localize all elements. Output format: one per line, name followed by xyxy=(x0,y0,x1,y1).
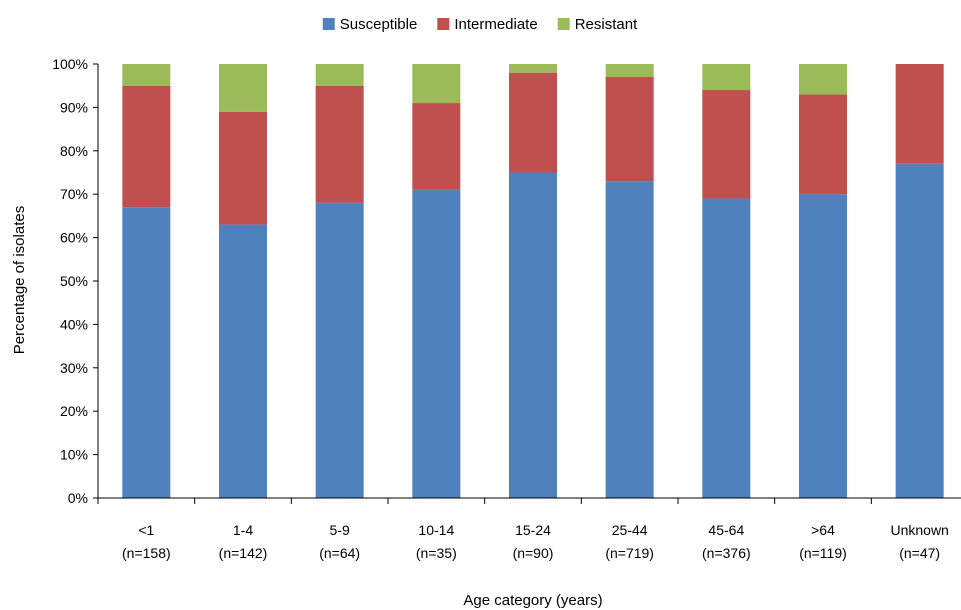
x-tick-label: 1-4 xyxy=(233,522,253,538)
bar-resistant-25-44 xyxy=(605,64,654,78)
x-tick-label: Unknown xyxy=(890,522,948,538)
x-tick-label: 45-64 xyxy=(708,522,744,538)
y-tick-label: 40% xyxy=(60,316,88,332)
bar-resistant-64 xyxy=(799,64,847,95)
legend-swatch xyxy=(557,18,570,30)
legend-item-susceptible: Susceptible xyxy=(322,16,418,33)
legend: Susceptible Intermediate Resistant xyxy=(322,16,638,33)
bar-susceptible-1 xyxy=(122,207,171,498)
y-tick-label: 0% xyxy=(68,490,88,506)
x-tick-label: 25-44 xyxy=(612,522,648,538)
x-tick-label: <1 xyxy=(138,522,154,538)
legend-label: Susceptible xyxy=(340,16,418,33)
legend-label: Resistant xyxy=(575,16,638,33)
y-tick-label: 80% xyxy=(60,143,88,159)
y-tick-label: 30% xyxy=(60,360,88,376)
legend-swatch xyxy=(322,18,335,30)
bar-intermediate-10-14 xyxy=(412,103,461,190)
y-tick-label: 10% xyxy=(60,447,88,463)
x-tick-count-label: (n=142) xyxy=(219,545,268,561)
x-tick-count-label: (n=90) xyxy=(513,545,554,561)
y-tick-label: 70% xyxy=(60,186,88,202)
y-axis-title: Percentage of isolates xyxy=(11,206,28,354)
x-tick-label: >64 xyxy=(811,522,835,538)
bar-susceptible-15-24 xyxy=(509,172,557,498)
bar-intermediate-15-24 xyxy=(509,72,557,173)
bar-intermediate-unknown xyxy=(895,64,944,164)
bar-susceptible-unknown xyxy=(895,163,944,498)
bar-susceptible-1-4 xyxy=(219,224,267,498)
bar-intermediate-25-44 xyxy=(605,77,654,182)
legend-item-intermediate: Intermediate xyxy=(437,16,538,33)
x-tick-label: 5-9 xyxy=(330,522,350,538)
bar-resistant-5-9 xyxy=(315,64,364,86)
bar-intermediate-64 xyxy=(799,94,847,195)
bar-intermediate-1 xyxy=(122,85,171,208)
bar-susceptible-45-64 xyxy=(702,198,751,499)
x-tick-count-label: (n=64) xyxy=(319,545,360,561)
legend-label: Intermediate xyxy=(454,16,537,33)
x-tick-count-label: (n=47) xyxy=(899,545,940,561)
legend-item-resistant: Resistant xyxy=(557,16,638,33)
x-axis: <1 (n=158) 1-4 (n=142) 5-9 (n=64) 10-14 (n=35) 1… xyxy=(97,497,961,561)
y-tick-label: 100% xyxy=(52,56,88,72)
bar-resistant-10-14 xyxy=(412,64,461,104)
x-tick-count-label: (n=35) xyxy=(416,545,457,561)
legend-swatch xyxy=(437,18,450,30)
bar-intermediate-1-4 xyxy=(219,111,267,225)
x-tick-count-label: (n=119) xyxy=(799,545,847,561)
bar-susceptible-10-14 xyxy=(412,189,461,499)
bar-resistant-45-64 xyxy=(702,64,751,91)
bar-resistant-15-24 xyxy=(509,64,557,73)
bar-resistant-1-4 xyxy=(219,64,267,112)
bar-intermediate-5-9 xyxy=(315,85,364,203)
x-tick-count-label: (n=719) xyxy=(605,545,654,561)
bar-resistant-1 xyxy=(122,64,171,86)
y-axis: 0% 10% 20% 30% 40% 50% 60% 70% 80% 90% 100% xyxy=(52,56,99,506)
y-tick-label: 90% xyxy=(60,99,88,115)
y-tick-label: 50% xyxy=(60,273,88,289)
bar-susceptible-64 xyxy=(799,194,847,498)
bars xyxy=(122,64,944,499)
bar-susceptible-25-44 xyxy=(605,181,654,498)
x-tick-count-label: (n=376) xyxy=(702,545,751,561)
x-tick-label: 10-14 xyxy=(418,522,454,538)
x-axis-title: Age category (years) xyxy=(463,592,602,609)
y-tick-label: 20% xyxy=(60,403,88,419)
bar-intermediate-45-64 xyxy=(702,90,751,199)
x-tick-count-label: (n=158) xyxy=(122,545,171,561)
x-tick-label: 15-24 xyxy=(515,522,551,538)
y-tick-label: 60% xyxy=(60,230,88,246)
bar-susceptible-5-9 xyxy=(315,202,364,498)
